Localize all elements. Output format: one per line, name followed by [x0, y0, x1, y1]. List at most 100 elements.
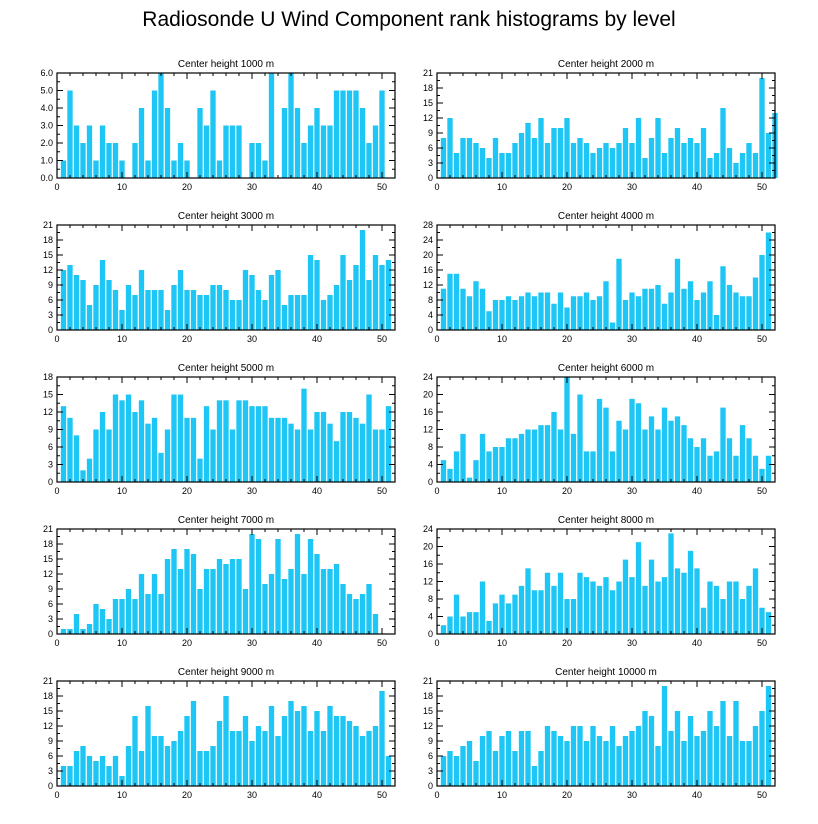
panel-4-y-tick-label: 8: [428, 295, 433, 305]
panel-2-bar: [518, 133, 525, 178]
panel-8-bar: [525, 568, 531, 634]
panel-9-bar: [333, 716, 340, 786]
panel-10-bar: [525, 731, 531, 786]
panel-3-y-tick-label: 15: [43, 250, 53, 260]
panel-8-bar: [447, 616, 453, 634]
panel-1-x-tick-label: 50: [377, 182, 387, 192]
panel-8-bar: [674, 568, 681, 634]
panel-4-bar: [596, 296, 603, 330]
panel-5-bar: [385, 406, 392, 482]
panel-4-bar: [674, 258, 681, 330]
panel-2-bar: [655, 118, 661, 178]
panel-4-bar: [512, 300, 518, 330]
panel-8-bar: [466, 612, 473, 634]
panel-7-bar: [197, 589, 203, 634]
panel-1-x-tick-label: 0: [54, 182, 59, 192]
panel-4-bar: [707, 281, 713, 330]
panel-3-bar: [151, 290, 158, 330]
panel-9-y-tick-label: 6: [48, 751, 53, 761]
panel-10-bar: [538, 751, 544, 786]
panel-7-bar: [119, 599, 125, 634]
panel-6-bar: [720, 407, 726, 482]
panel-5-bar: [236, 400, 242, 482]
panel-2-y-tick-label: 21: [423, 68, 433, 78]
panel-2-bar: [512, 143, 518, 178]
panel-3-x-tick-label: 30: [247, 334, 257, 344]
panel-9-y-tick-label: 3: [48, 766, 53, 776]
panel-1-bar: [372, 125, 379, 178]
panel-5-bar: [353, 417, 359, 482]
panel-3-bar: [119, 310, 125, 330]
panel-7-bar: [190, 554, 197, 634]
panel-5-bar: [171, 394, 177, 482]
panel-5-bar: [249, 406, 255, 482]
panel-3-bar: [158, 290, 164, 330]
panel-10-bar: [759, 711, 765, 786]
panel-3-bar: [145, 290, 151, 330]
panel-7-bar: [294, 534, 301, 634]
panel-10-bar: [440, 756, 447, 786]
panel-2-title: Center height 2000 m: [558, 59, 654, 70]
panel-6-bar: [596, 398, 603, 482]
panel-4-y-tick-label: 0: [428, 325, 433, 335]
panel-5-y-tick-label: 0: [48, 477, 53, 487]
panel-6-y-tick-label: 12: [423, 425, 433, 435]
panel-3-bar: [125, 285, 132, 330]
panel-10-bar: [505, 731, 512, 786]
panel-5-title: Center height 5000 m: [178, 363, 274, 374]
panel-9-bar: [353, 726, 359, 786]
panel-9-bar: [73, 751, 80, 786]
panel-10-bar: [635, 726, 642, 786]
panel-8-x-tick-label: 50: [757, 638, 767, 648]
panel-3-bar: [359, 230, 366, 330]
panel-5-x-tick-label: 30: [247, 486, 257, 496]
panel-7-bar: [86, 624, 93, 634]
panel-6-bar: [583, 451, 590, 482]
panel-1-bar: [145, 160, 151, 178]
panel-8-x-tick-label: 20: [562, 638, 572, 648]
panel-4-bar: [655, 285, 661, 330]
panel-2-bar: [486, 158, 492, 178]
panel-5-bar: [340, 412, 346, 482]
panel-10-x-tick-label: 20: [562, 790, 572, 800]
panel-2-bar: [635, 118, 642, 178]
panel-10-bar: [486, 731, 492, 786]
panel-10-x-tick-label: 10: [497, 790, 507, 800]
panel-3-bar: [268, 275, 275, 330]
panel-2-bar: [583, 143, 590, 178]
panel-5-bar: [119, 400, 125, 482]
panel-6-bar: [622, 429, 629, 482]
panel-9-bar: [203, 751, 210, 786]
panel-6-bar: [492, 447, 499, 482]
panel-5-bar: [177, 394, 184, 482]
panel-8-bar: [700, 607, 707, 634]
panel-7-y-tick-label: 3: [48, 614, 53, 624]
panel-4-y-tick-label: 12: [423, 280, 433, 290]
panel-5-bar: [320, 412, 327, 482]
panel-8-x-tick-label: 40: [692, 638, 702, 648]
panel-4-bar: [622, 300, 629, 330]
panel-7-bar: [333, 564, 340, 634]
panel-5-bar: [288, 423, 294, 482]
panel-9-bar: [366, 731, 372, 786]
panel-6-bar: [590, 451, 596, 482]
panel-5-x-tick-label: 40: [312, 486, 322, 496]
panel-3-bar: [275, 270, 281, 330]
panel-1-bar: [158, 73, 164, 178]
panel-2-bar: [499, 153, 505, 178]
panel-6-bar: [713, 451, 720, 482]
panel-2-bar: [447, 118, 453, 178]
panel-2-bar: [752, 153, 759, 178]
panel-5-bar: [327, 423, 333, 482]
panel-9-bar: [99, 756, 106, 786]
panel-2-bar: [733, 163, 739, 178]
panel-3-x-tick-label: 10: [117, 334, 127, 344]
panel-9-bar: [145, 706, 151, 786]
panel-10-bar: [531, 766, 538, 786]
panel-2-bar: [713, 153, 720, 178]
panel-7-bar: [314, 554, 320, 634]
panel-3-bar: [229, 300, 236, 330]
panel-9-bar: [268, 706, 275, 786]
panel-8-bar: [499, 594, 505, 634]
panel-2-bar: [564, 118, 570, 178]
